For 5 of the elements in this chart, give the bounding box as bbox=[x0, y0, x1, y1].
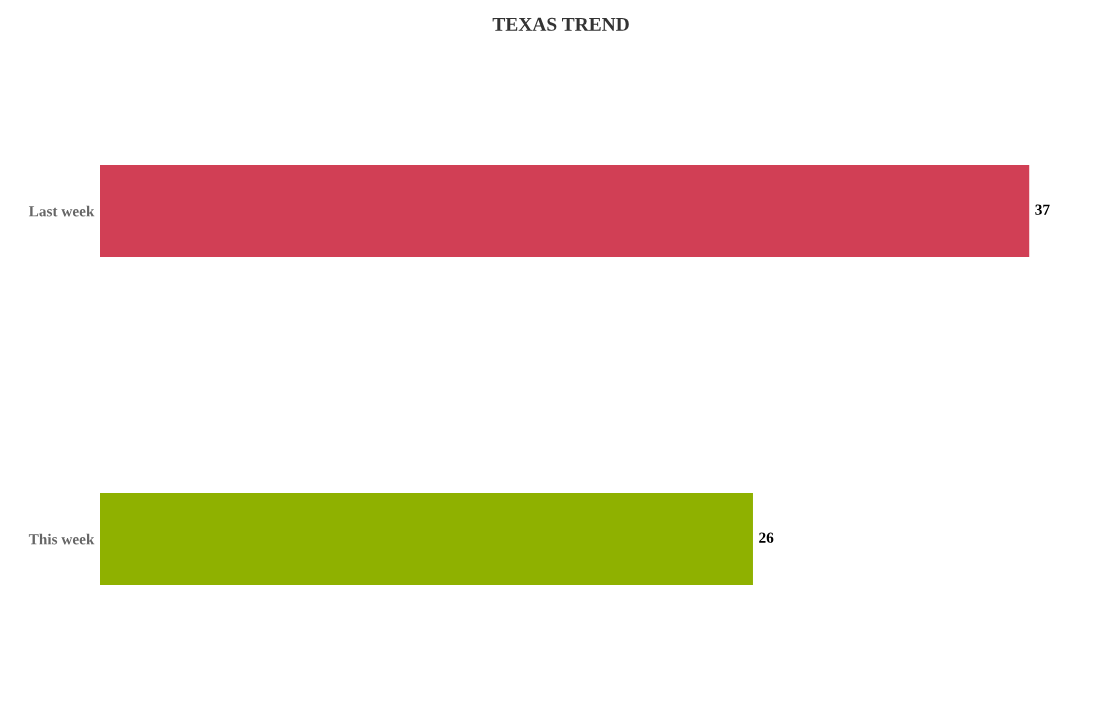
chart-title: TEXAS TREND bbox=[492, 17, 629, 31]
data-label: 37 bbox=[1035, 204, 1050, 215]
data-label: 26 bbox=[759, 532, 774, 543]
y-tick-label: This week bbox=[28, 533, 95, 545]
y-tick-label: Last week bbox=[28, 205, 95, 217]
